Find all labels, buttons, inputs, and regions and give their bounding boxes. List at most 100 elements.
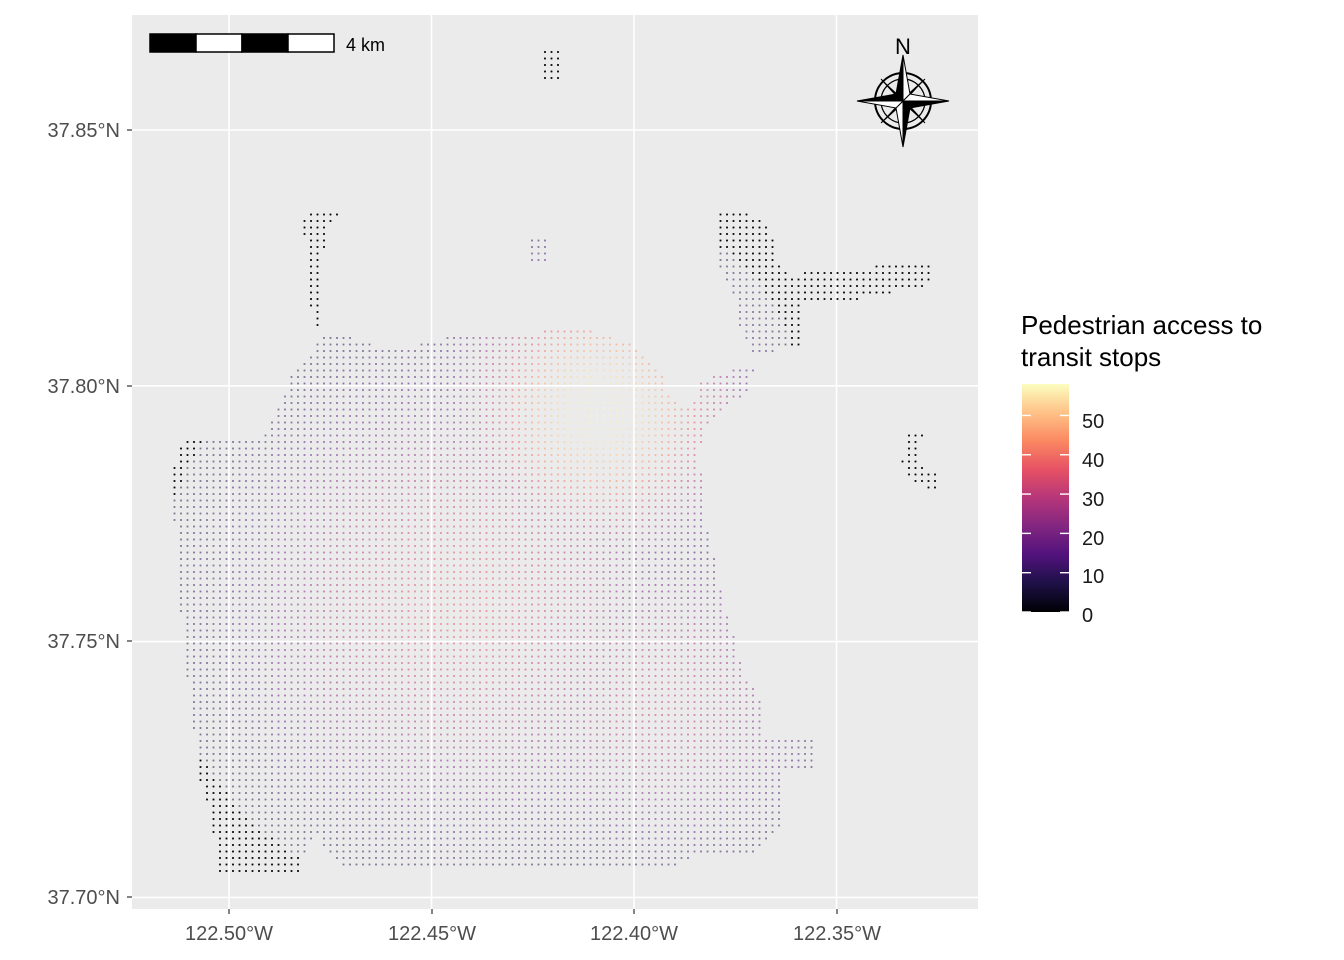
access-point	[277, 454, 280, 456]
access-point	[303, 389, 306, 391]
access-point	[440, 467, 442, 469]
access-point	[290, 707, 293, 710]
access-point	[531, 545, 533, 547]
access-point	[290, 636, 293, 638]
access-point	[531, 610, 533, 612]
access-point	[212, 668, 215, 671]
access-point	[706, 421, 709, 424]
access-point	[245, 499, 247, 502]
access-point	[693, 506, 696, 508]
access-point	[557, 681, 559, 684]
access-point	[362, 395, 364, 398]
access-point	[544, 577, 546, 580]
access-point	[362, 350, 364, 352]
access-point	[622, 473, 624, 476]
access-point	[212, 519, 215, 521]
access-point	[648, 629, 650, 632]
access-point	[557, 376, 559, 378]
access-point	[362, 707, 364, 710]
access-point	[505, 506, 507, 508]
access-point	[667, 597, 670, 599]
access-point	[648, 642, 650, 645]
access-point	[362, 532, 364, 534]
access-point	[297, 558, 299, 560]
access-point	[758, 298, 761, 300]
access-point	[420, 577, 423, 580]
access-point	[622, 486, 624, 489]
access-point	[498, 480, 501, 482]
access-point	[264, 629, 267, 632]
access-point	[622, 454, 624, 456]
access-point	[524, 571, 527, 573]
access-point	[186, 545, 189, 547]
access-point	[596, 701, 598, 703]
access-point	[394, 538, 397, 541]
access-point	[752, 233, 754, 235]
access-point	[245, 571, 247, 573]
access-point	[550, 493, 553, 495]
access-point	[745, 688, 748, 690]
access-point	[635, 519, 637, 521]
access-point	[531, 590, 533, 593]
access-point	[765, 265, 767, 268]
access-point	[212, 649, 215, 651]
access-point	[622, 441, 624, 443]
access-point	[596, 350, 598, 352]
access-point	[199, 558, 202, 560]
access-point	[570, 616, 572, 619]
access-point	[511, 701, 514, 703]
access-point	[583, 603, 585, 606]
access-point	[232, 629, 234, 632]
access-point	[550, 649, 553, 651]
access-point	[576, 363, 579, 365]
access-point	[485, 662, 488, 664]
access-point	[654, 681, 657, 684]
access-point	[180, 551, 182, 554]
access-point	[804, 291, 806, 294]
access-point	[635, 655, 637, 658]
access-point	[641, 616, 644, 619]
access-point	[914, 480, 917, 482]
access-point	[641, 538, 644, 541]
access-point	[381, 421, 384, 424]
access-point	[570, 499, 572, 502]
access-point	[518, 499, 520, 502]
access-point	[290, 571, 293, 573]
access-point	[901, 265, 904, 268]
access-point	[212, 616, 215, 619]
access-point	[258, 447, 260, 450]
access-point	[726, 265, 728, 268]
access-point	[511, 694, 514, 697]
access-point	[459, 408, 462, 411]
access-point	[355, 473, 358, 476]
access-point	[518, 441, 520, 443]
access-point	[544, 428, 546, 430]
access-point	[381, 720, 384, 723]
access-point	[284, 538, 286, 541]
access-point	[219, 512, 221, 515]
access-point	[615, 688, 618, 690]
access-point	[661, 701, 663, 703]
access-point	[596, 363, 598, 365]
access-point	[596, 421, 598, 424]
access-point	[654, 616, 657, 619]
access-point	[830, 285, 832, 287]
access-point	[193, 460, 195, 463]
access-point	[284, 577, 286, 580]
access-point	[349, 506, 351, 508]
access-point	[381, 499, 384, 502]
access-point	[628, 454, 631, 456]
access-point	[797, 311, 800, 313]
access-point	[323, 460, 325, 463]
access-point	[531, 454, 533, 456]
access-point	[622, 506, 624, 508]
access-point	[427, 694, 429, 697]
access-point	[557, 467, 559, 469]
access-point	[745, 707, 748, 710]
access-point	[511, 467, 514, 469]
access-point	[726, 252, 728, 255]
access-point	[524, 623, 527, 625]
access-point	[199, 707, 202, 710]
access-point	[427, 519, 429, 521]
access-point	[622, 421, 624, 424]
